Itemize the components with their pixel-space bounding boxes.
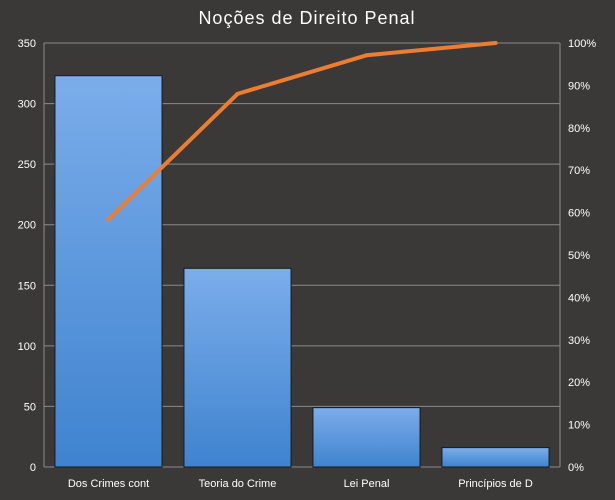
y-right-tick-label: 70% <box>568 165 590 177</box>
cumulative-point-4 <box>493 41 498 45</box>
bar-1 <box>54 75 163 468</box>
y-right-tick-label: 30% <box>568 335 590 347</box>
y-left-tick-label: 150 <box>18 280 36 292</box>
cumulative-line <box>106 41 498 222</box>
y-right-tick-label: 10% <box>568 420 590 432</box>
x-tick-label: Lei Penal <box>344 478 390 490</box>
cumulative-point-2 <box>235 91 240 96</box>
y-right-tick-label: 80% <box>568 123 590 135</box>
bar-4 <box>441 447 550 468</box>
y-left-tick-label: 250 <box>18 159 36 171</box>
y-right-tick-label: 40% <box>568 292 590 304</box>
chart-title: Noções de Direito Penal <box>198 8 415 28</box>
bar-3 <box>312 407 421 468</box>
cumulative-point-3 <box>364 53 369 58</box>
y-right-tick-label: 90% <box>568 80 590 92</box>
y-left-tick-label: 100 <box>18 341 36 353</box>
y-right-tick-label: 20% <box>568 377 590 389</box>
y-left-tick-label: 0 <box>30 462 36 474</box>
y-right-tick-label: 0% <box>568 462 584 474</box>
y-left-tick-label: 50 <box>24 401 36 413</box>
x-tick-label: Teoria do Crime <box>199 478 277 490</box>
x-tick-label: Dos Crimes cont <box>68 478 149 490</box>
x-tick-label: Princípios de D <box>458 478 533 490</box>
y-left-tick-label: 300 <box>18 99 36 111</box>
y-right-tick-label: 50% <box>568 250 590 262</box>
bar-2 <box>183 267 292 468</box>
y-left-tick-label: 200 <box>18 220 36 232</box>
y-left-tick-label: 350 <box>18 38 36 50</box>
y-right-tick-label: 60% <box>568 208 590 220</box>
cumulative-point-1 <box>106 217 111 222</box>
plot-area: 0 50 100 150 200 250 300 350 0% 10% 20% 30% 40% 50% 60… <box>18 38 597 490</box>
y-right-tick-label: 100% <box>568 38 596 50</box>
